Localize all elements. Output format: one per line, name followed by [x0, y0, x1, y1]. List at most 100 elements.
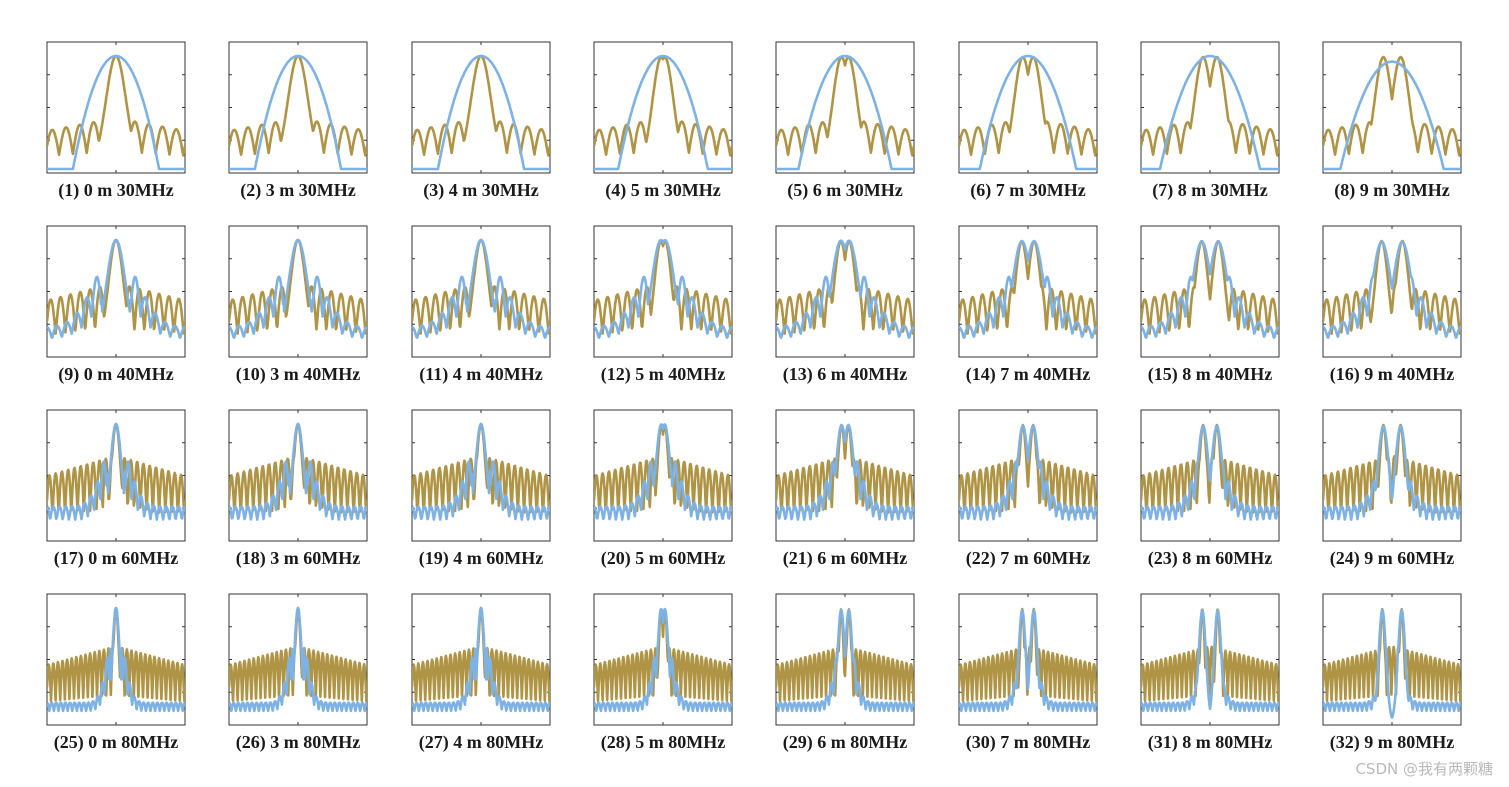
- panel-frame: [228, 225, 368, 358]
- panel-29: (29) 6 m 80MHz: [775, 593, 915, 753]
- plot-area: [1141, 54, 1279, 171]
- panel-13: (13) 6 m 40MHz: [775, 225, 915, 385]
- watermark-text: CSDN @我有两颗糖: [1355, 760, 1493, 778]
- panel-label: (2) 3 m 30MHz: [240, 180, 355, 201]
- plot-area: [594, 423, 732, 521]
- series-b-line: [1141, 240, 1279, 339]
- panel-14: (14) 7 m 40MHz: [958, 225, 1098, 385]
- series-b-line: [412, 606, 550, 713]
- series-b-line: [959, 54, 1097, 171]
- plot-area: [412, 422, 550, 521]
- plot-area: [1141, 608, 1279, 713]
- plot-area: [1323, 607, 1461, 719]
- series-b-line: [229, 606, 367, 713]
- panel-2: (2) 3 m 30MHz: [228, 41, 368, 201]
- panel-label: (11) 4 m 40MHz: [419, 364, 542, 385]
- panel-1: (1) 0 m 30MHz: [46, 41, 186, 201]
- plot-area: [229, 54, 367, 171]
- panel-10: (10) 3 m 40MHz: [228, 225, 368, 385]
- plot-area: [229, 238, 367, 339]
- panel-label: (23) 8 m 60MHz: [1148, 548, 1272, 569]
- panel-label: (27) 4 m 80MHz: [419, 732, 543, 753]
- panel-label: (9) 0 m 40MHz: [58, 364, 173, 385]
- plot-area: [1323, 423, 1461, 521]
- panel-30: (30) 7 m 80MHz: [958, 593, 1098, 753]
- series-b-line: [1141, 424, 1279, 521]
- panel-label: (17) 0 m 60MHz: [54, 548, 178, 569]
- series-a-line: [959, 239, 1097, 335]
- panel-23: (23) 8 m 60MHz: [1140, 409, 1280, 569]
- series-b-line: [412, 422, 550, 521]
- panel-4: (4) 5 m 30MHz: [593, 41, 733, 201]
- panel-label: (1) 0 m 30MHz: [58, 180, 173, 201]
- plot-area: [594, 54, 732, 171]
- series-a-line: [1141, 608, 1279, 703]
- panel-label: (22) 7 m 60MHz: [966, 548, 1090, 569]
- panel-label: (6) 7 m 30MHz: [970, 180, 1085, 201]
- panel-label: (31) 8 m 80MHz: [1148, 732, 1272, 753]
- series-a-line: [1323, 55, 1461, 157]
- panel-12: (12) 5 m 40MHz: [593, 225, 733, 385]
- series-a-line: [594, 239, 732, 335]
- panel-frame: [958, 41, 1098, 174]
- series-b-line: [47, 54, 185, 171]
- series-b-line: [229, 422, 367, 521]
- panel-19: (19) 4 m 60MHz: [411, 409, 551, 569]
- panel-18: (18) 3 m 60MHz: [228, 409, 368, 569]
- panel-label: (30) 7 m 80MHz: [966, 732, 1090, 753]
- panel-label: (25) 0 m 80MHz: [54, 732, 178, 753]
- series-b-line: [594, 423, 732, 521]
- panel-frame: [411, 41, 551, 174]
- series-b-line: [47, 606, 185, 713]
- plot-area: [776, 423, 914, 521]
- series-a-line: [776, 55, 914, 157]
- plot-area: [1141, 423, 1279, 521]
- panel-8: (8) 9 m 30MHz: [1322, 41, 1462, 201]
- panel-label: (7) 8 m 30MHz: [1152, 180, 1267, 201]
- series-a-line: [776, 239, 914, 335]
- series-b-line: [1323, 240, 1461, 339]
- panel-label: (24) 9 m 60MHz: [1330, 548, 1454, 569]
- plot-area: [47, 606, 185, 713]
- panel-label: (15) 8 m 40MHz: [1148, 364, 1272, 385]
- plot-area: [47, 422, 185, 521]
- series-b-line: [1323, 60, 1461, 171]
- series-a-line: [594, 608, 732, 703]
- series-a-line: [1141, 239, 1279, 335]
- panel-label: (19) 4 m 60MHz: [419, 548, 543, 569]
- panel-label: (26) 3 m 80MHz: [236, 732, 360, 753]
- panel-frame: [958, 225, 1098, 358]
- panel-7: (7) 8 m 30MHz: [1140, 41, 1280, 201]
- plot-area: [594, 607, 732, 713]
- series-b-line: [1323, 609, 1461, 719]
- panel-11: (11) 4 m 40MHz: [411, 225, 551, 385]
- series-a-line: [959, 423, 1097, 514]
- panels-layer: (1) 0 m 30MHz (2) 3 m 30MHz (3) 4 m 30MHz (…: [46, 41, 1462, 753]
- series-b-line: [1141, 54, 1279, 171]
- panel-15: (15) 8 m 40MHz: [1140, 225, 1280, 385]
- plot-area: [47, 54, 185, 171]
- plot-area: [229, 606, 367, 713]
- plot-area: [959, 423, 1097, 521]
- plot-area: [959, 607, 1097, 713]
- panel-frame: [593, 41, 733, 174]
- panel-frame: [46, 41, 186, 174]
- series-a-line: [959, 55, 1097, 157]
- panel-label: (28) 5 m 80MHz: [601, 732, 725, 753]
- series-b-line: [412, 54, 550, 171]
- panel-frame: [1140, 41, 1280, 174]
- panel-32: (32) 9 m 80MHz: [1322, 593, 1462, 753]
- series-a-line: [1141, 423, 1279, 514]
- plot-area: [776, 239, 914, 339]
- panel-9: (9) 0 m 40MHz: [46, 225, 186, 385]
- plot-area: [959, 54, 1097, 171]
- series-b-line: [959, 240, 1097, 339]
- series-a-line: [594, 423, 732, 514]
- series-a-line: [1141, 55, 1279, 157]
- plot-area: [1323, 239, 1461, 339]
- panel-label: (3) 4 m 30MHz: [423, 180, 538, 201]
- panel-label: (4) 5 m 30MHz: [605, 180, 720, 201]
- panel-label: (29) 6 m 80MHz: [783, 732, 907, 753]
- panel-frame: [593, 225, 733, 358]
